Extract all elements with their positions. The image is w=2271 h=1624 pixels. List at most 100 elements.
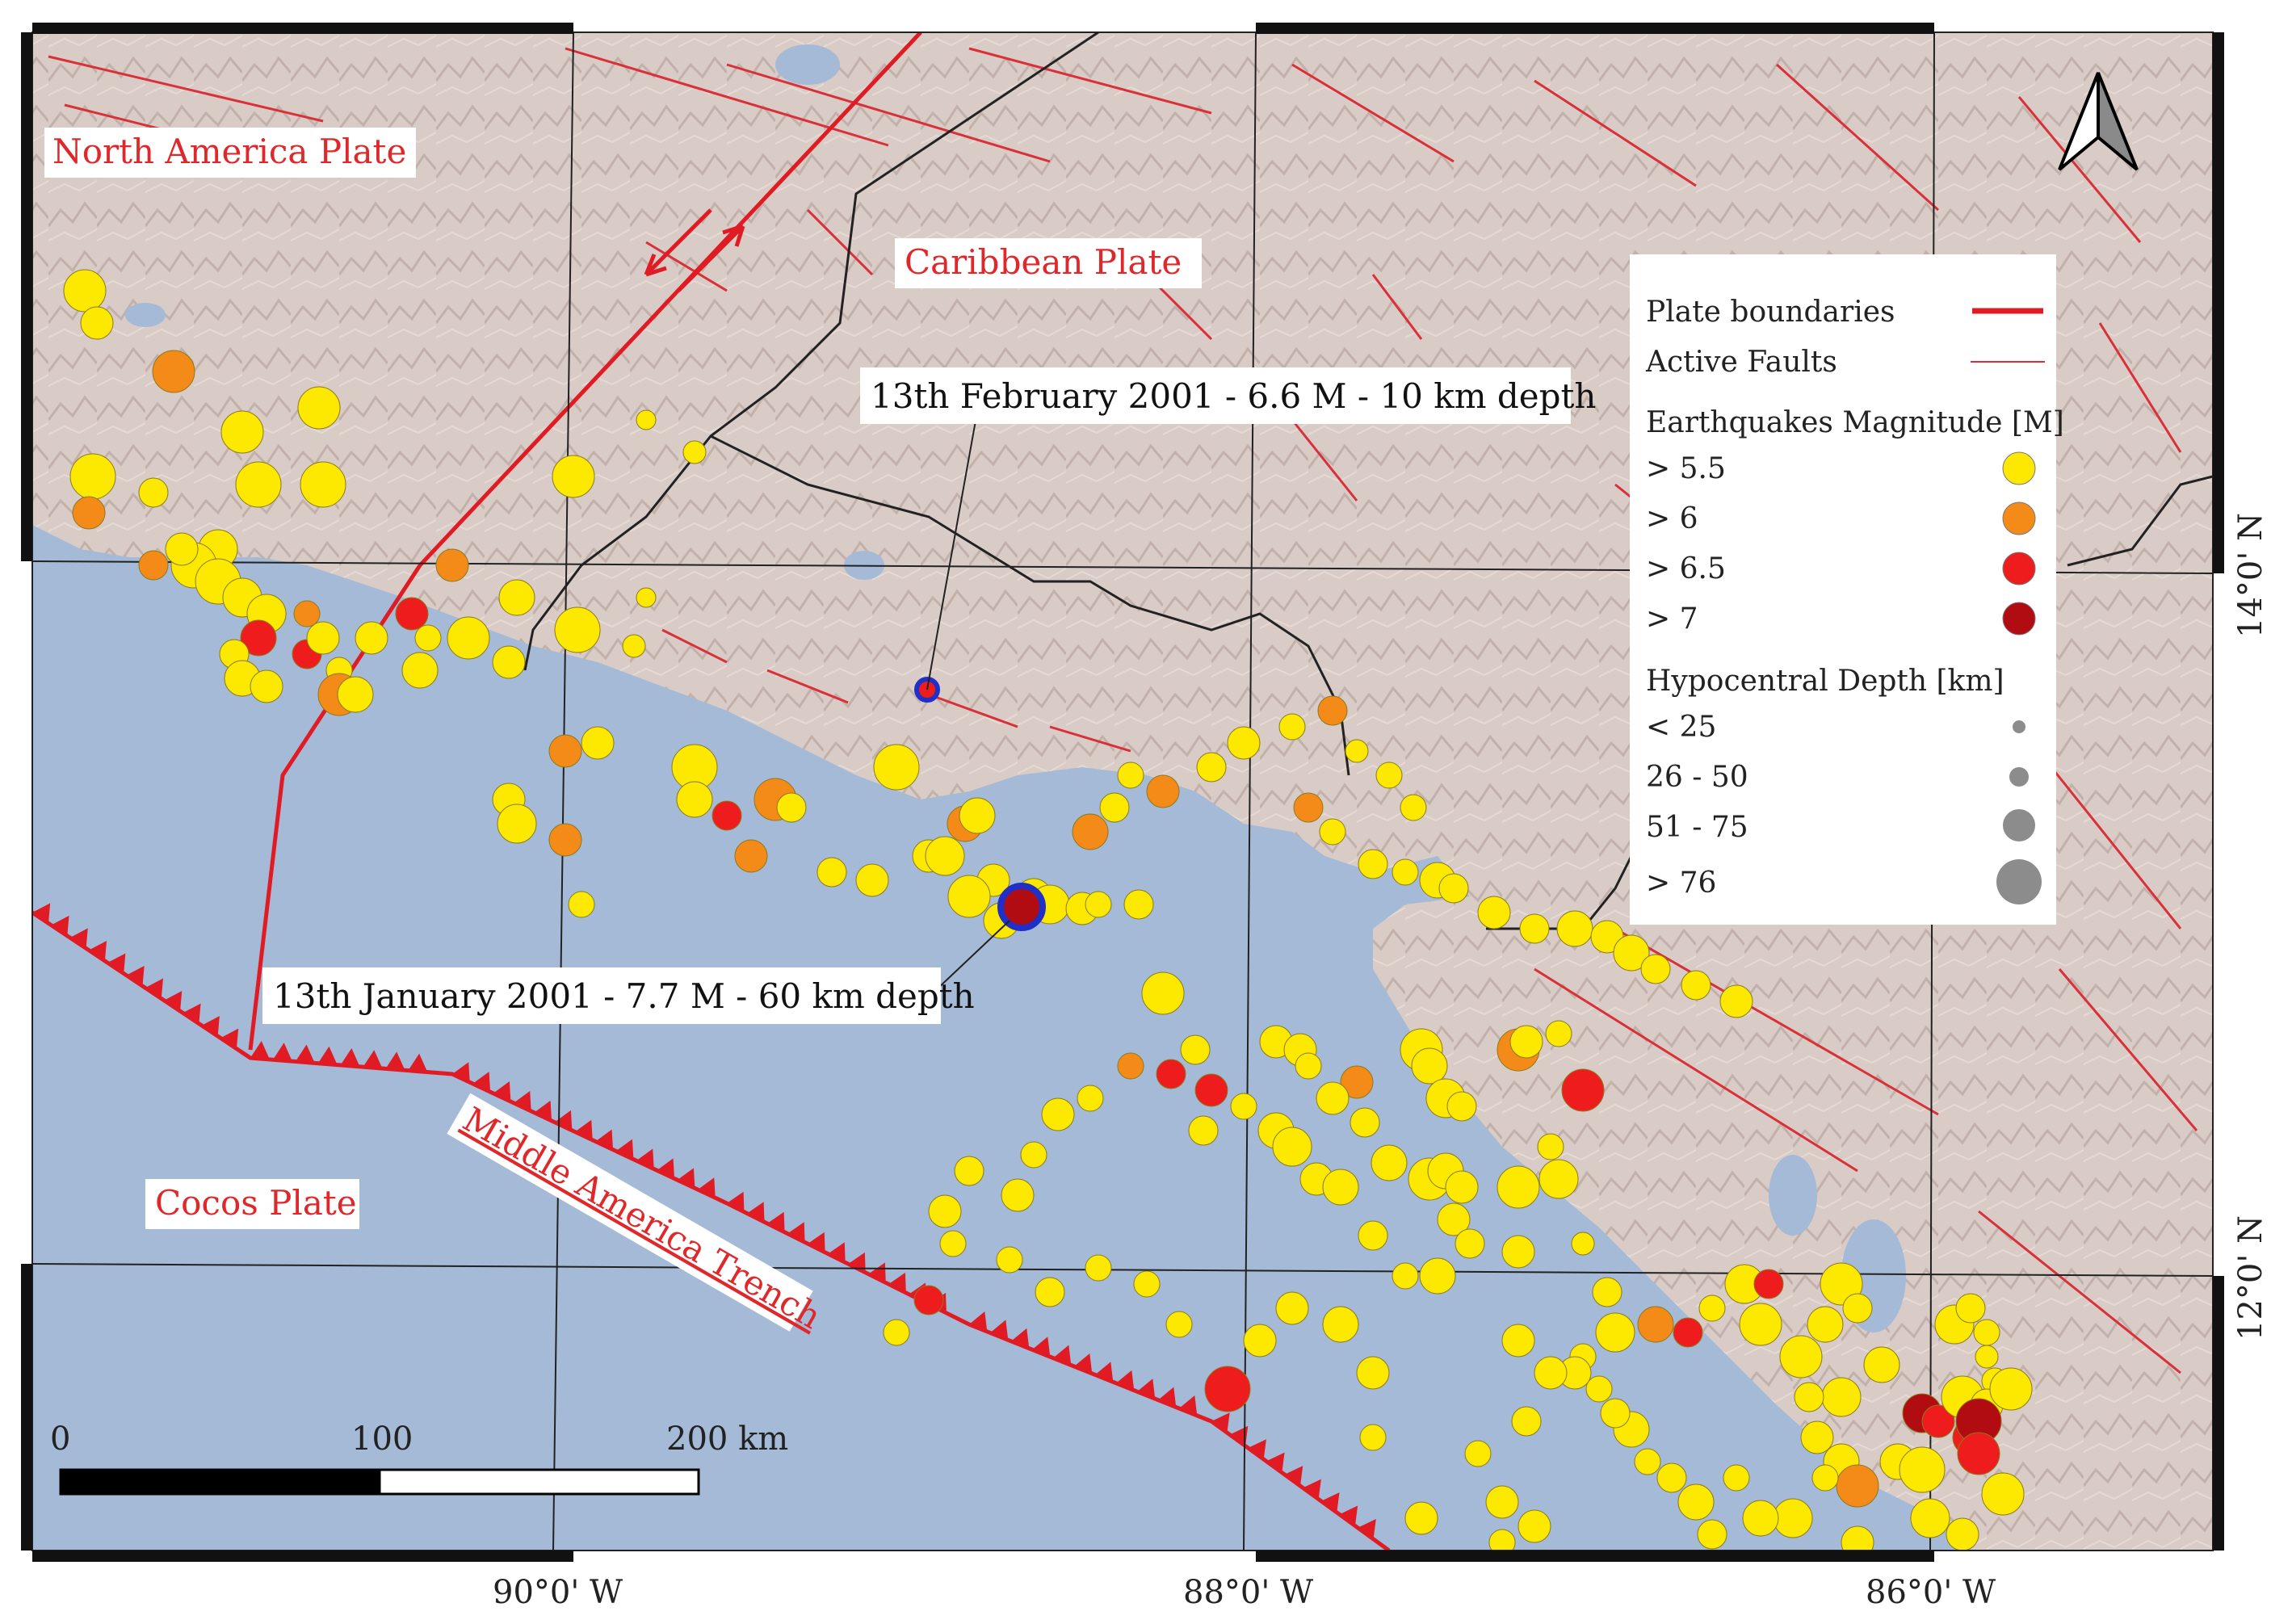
trench-tooth — [989, 1320, 1009, 1341]
earthquake-marker — [959, 797, 996, 834]
earthquake-marker — [1085, 1254, 1112, 1282]
earthquake-marker — [250, 669, 283, 703]
earthquake-marker — [1141, 971, 1185, 1015]
earthquake-marker — [1041, 1097, 1075, 1131]
earthquake-marker — [447, 616, 490, 660]
trench-tooth — [201, 1016, 220, 1037]
earthquake-marker — [1613, 934, 1650, 971]
earthquake-marker — [873, 744, 920, 791]
earthquake-marker — [1072, 813, 1109, 850]
earthquake-marker — [548, 734, 582, 768]
earthquake-marker — [1477, 896, 1511, 929]
earthquake-marker — [1488, 1529, 1516, 1551]
earthquake-marker — [1946, 1517, 1979, 1551]
trench-tooth — [698, 1177, 716, 1198]
earthquake-marker — [1230, 1093, 1257, 1120]
earthquake-marker — [1673, 1317, 1703, 1348]
trench-tooth — [969, 1311, 988, 1332]
earthquake-marker — [1358, 1220, 1388, 1251]
earthquake-marker — [1400, 794, 1427, 821]
legend-mag-label: > 6.5 — [1646, 552, 1726, 585]
lon-label-90w: 90°0' W — [493, 1574, 623, 1611]
earthquake-marker — [676, 781, 713, 818]
trench-tooth — [1031, 1337, 1051, 1358]
earthquake-marker — [395, 597, 429, 631]
earthquake-marker — [1910, 1498, 1950, 1538]
trench-tooth — [1115, 1370, 1135, 1391]
earthquakes — [63, 269, 2033, 1551]
trench-tooth — [1178, 1395, 1198, 1416]
earthquake-marker — [138, 477, 169, 508]
earthquake-marker — [776, 792, 807, 823]
earthquake-marker — [498, 579, 535, 616]
earthquake-marker — [1794, 1382, 1824, 1412]
trench-tooth — [767, 1211, 785, 1232]
legend-mag-label: > 7 — [1646, 602, 1698, 636]
jan-2001-leader — [936, 920, 1010, 990]
lake — [775, 44, 840, 85]
earthquake-marker — [1773, 1498, 1813, 1538]
earthquake-marker — [1842, 1293, 1873, 1324]
trench-tooth — [51, 915, 69, 936]
plate-label-cocos: Cocos Plate — [145, 1179, 359, 1229]
trench-tooth — [1073, 1353, 1093, 1374]
earthquake-marker — [1165, 1311, 1193, 1338]
earthquake-marker — [1697, 1519, 1727, 1550]
earthquake-marker — [1811, 1464, 1839, 1492]
earthquake-marker — [1085, 891, 1112, 918]
earthquake-marker — [1739, 1303, 1782, 1346]
earthquake-marker — [1243, 1324, 1277, 1358]
earthquake-marker — [1446, 1091, 1477, 1122]
earthquake-marker — [1537, 1133, 1564, 1160]
legend-depth-swatch — [2013, 720, 2025, 733]
earthquake-marker — [1921, 1404, 1955, 1438]
trench-tooth — [1248, 1439, 1266, 1460]
scale-segment-2 — [378, 1468, 700, 1496]
earthquake-marker — [69, 453, 116, 500]
legend-depth-label: < 25 — [1646, 711, 1716, 744]
trench-tooth — [1339, 1505, 1358, 1526]
earthquake-marker — [1779, 1335, 1823, 1379]
earthquake-marker — [1322, 1169, 1359, 1206]
north-arrow-icon — [2058, 72, 2139, 171]
annotation-jan-2001: 13th January 2001 - 7.7 M - 60 km depth — [262, 967, 975, 1024]
trench-tooth — [1266, 1452, 1285, 1473]
earthquake-marker — [1681, 970, 1711, 1001]
meridian-88w — [1243, 32, 1257, 1551]
earthquake-marker — [1571, 1232, 1595, 1256]
trench-tooth — [1320, 1492, 1340, 1513]
feb-2001-leader — [926, 411, 978, 690]
earthquake-marker — [1989, 1367, 2033, 1411]
earthquake-marker — [497, 804, 537, 844]
legend-active-faults-label: Active Faults — [1645, 346, 1837, 379]
plate-label-text: Cocos Plate — [155, 1183, 357, 1223]
earthquake-marker — [1957, 1432, 2000, 1475]
legend-mag-swatch — [2002, 552, 2036, 585]
lake — [1769, 1155, 1817, 1236]
earthquake-marker — [63, 269, 107, 313]
lat-label-12n: 12°0' N — [2232, 1215, 2269, 1341]
trench-tooth — [183, 1003, 201, 1024]
earthquake-marker — [1359, 1424, 1387, 1451]
earthquake-marker — [1592, 1277, 1622, 1307]
trench-tooth — [1157, 1387, 1177, 1408]
earthquake-marker — [1807, 1306, 1844, 1343]
earthquake-marker — [1117, 1052, 1144, 1080]
legend-depth-label: 26 - 50 — [1646, 761, 1748, 794]
earthquake-marker — [1117, 762, 1144, 789]
earthquake-marker — [1637, 1306, 1674, 1343]
earthquake-marker — [1001, 1178, 1035, 1212]
transform-arrows — [644, 208, 745, 292]
trench-tooth — [534, 1100, 552, 1121]
earthquake-marker — [492, 645, 526, 679]
legend-plate-boundaries-label: Plate boundaries — [1646, 296, 1895, 329]
earthquake-marker — [552, 455, 595, 498]
earthquake-marker — [1350, 1107, 1380, 1138]
earthquake-marker — [636, 587, 657, 608]
trench-tooth — [472, 1072, 491, 1093]
earthquake-marker — [1404, 1501, 1438, 1535]
trench-tooth — [164, 991, 183, 1012]
trench-tooth — [1010, 1328, 1030, 1349]
trench-tooth — [828, 1242, 846, 1263]
earthquake-marker — [1188, 1115, 1219, 1146]
